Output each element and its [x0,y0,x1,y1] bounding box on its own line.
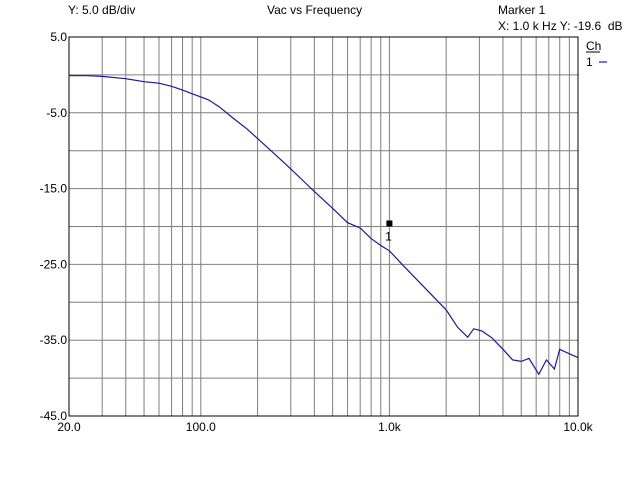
x-tick-label: 100.0 [186,420,216,434]
grid [68,36,578,417]
marker-title: Marker 1 [498,3,546,17]
y-scale-label: Y: 5.0 dB/div [68,3,136,17]
marker-label: 1 [385,229,392,243]
y-tick-label: -15.0 [40,182,68,196]
legend-header: Ch [586,39,601,53]
legend-entry-label: 1 [586,55,593,69]
series-line-1 [69,75,579,376]
x-tick-label: 20.0 [57,420,81,434]
marker-readout: X: 1.0 k Hz Y: -19.6 dB [498,19,623,33]
legend: Ch 1 [586,39,607,69]
x-tick-label: 1.0k [378,420,402,434]
y-tick-label: -25.0 [40,257,68,271]
y-tick-label: -5.0 [46,106,67,120]
y-tick-label: -35.0 [40,333,68,347]
x-tick-label: 10.0k [563,420,593,434]
x-axis-ticks: 20.0 100.0 1.0k 10.0k [57,420,593,434]
series-group [69,75,579,376]
y-tick-label: -45.0 [40,409,68,423]
chart-title: Vac vs Frequency [267,3,363,17]
y-tick-label: 5.0 [50,30,67,44]
marker-group: 1 [385,220,393,243]
marker-point [386,220,393,227]
plot-frame [68,36,579,417]
y-axis-ticks: 5.0 -5.0 -15.0 -25.0 -35.0 -45.0 [40,30,68,423]
